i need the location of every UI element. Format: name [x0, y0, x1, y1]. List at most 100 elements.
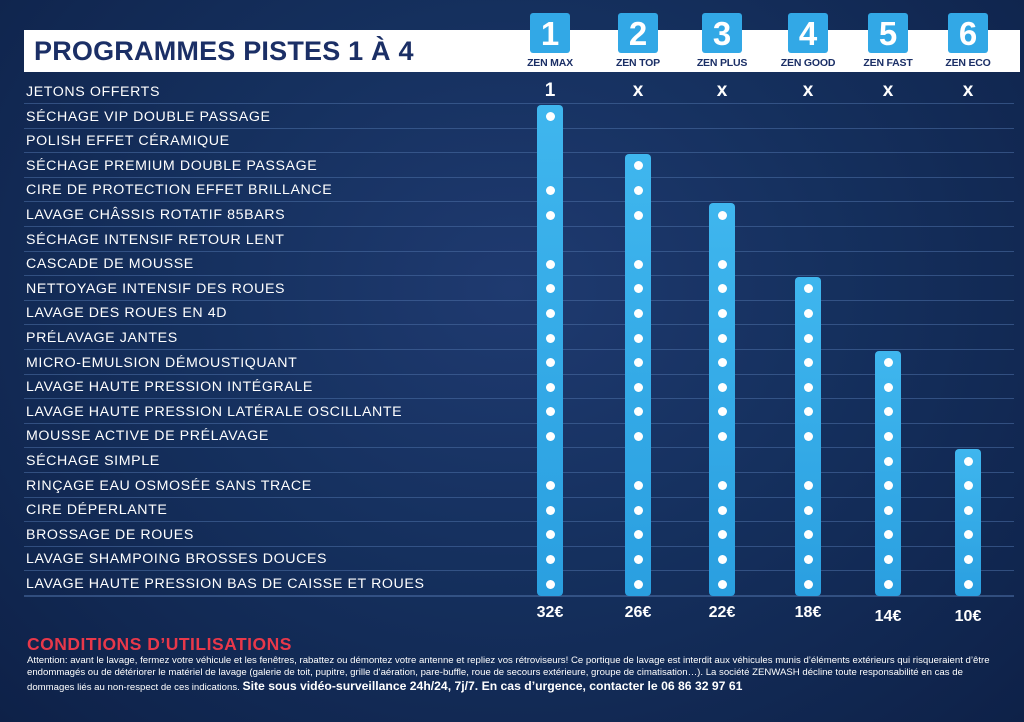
included-dot [883, 579, 893, 589]
included-dot [545, 284, 555, 294]
program-name: ZEN MAX [527, 57, 573, 69]
included-dot [803, 579, 813, 589]
service-label: CASCADE DE MOUSSE [26, 256, 194, 273]
included-dot [963, 530, 973, 540]
included-dot [803, 358, 813, 368]
token-value: x [716, 80, 728, 101]
included-dot [717, 579, 727, 589]
included-dot [803, 505, 813, 515]
service-label: BROSSAGE DE ROUES [26, 526, 194, 543]
program-price: 18€ [794, 604, 822, 621]
row-divider [24, 349, 1014, 350]
program-name: ZEN FAST [863, 57, 913, 69]
conditions-body: Attention: avant le lavage, fermez votre… [27, 655, 990, 693]
included-dot [883, 456, 893, 466]
service-label: CIRE DÉPERLANTE [26, 502, 168, 519]
included-dot [633, 382, 643, 392]
program-name: ZEN TOP [616, 57, 660, 69]
included-dot [963, 456, 973, 466]
included-dot [883, 530, 893, 540]
included-dot [633, 407, 643, 417]
program-price: 10€ [954, 608, 982, 625]
included-dot [963, 481, 973, 491]
included-dot [545, 333, 555, 343]
included-dot [545, 259, 555, 269]
included-dot [717, 554, 727, 564]
included-dot [883, 431, 893, 441]
row-divider [24, 521, 1014, 523]
service-label: CIRE DE PROTECTION EFFET BRILLANCE [26, 182, 333, 199]
included-dot [803, 407, 813, 417]
token-value: x [962, 80, 974, 101]
service-label: LAVAGE HAUTE PRESSION BAS DE CAISSE ET R… [26, 576, 425, 592]
included-dot [717, 333, 727, 343]
price-divider [24, 596, 1014, 597]
service-label: SÉCHAGE VIP DOUBLE PASSAGE [26, 108, 271, 125]
included-dot [717, 505, 727, 515]
included-dot [717, 431, 727, 441]
service-label: RINÇAGE EAU OSMOSÉE SANS TRACE [26, 477, 312, 494]
program-name: ZEN PLUS [696, 57, 748, 69]
included-dot [717, 210, 727, 220]
included-dot [803, 308, 813, 318]
row-divider [24, 103, 1014, 104]
included-dot [883, 407, 893, 417]
program-header-5: 5 ZEN FAST [848, 13, 928, 69]
row-divider [24, 176, 1014, 178]
program-price: 22€ [708, 604, 736, 621]
program-number: 4 [788, 13, 828, 53]
conditions-text: Attention: avant le lavage, fermez votre… [27, 655, 1002, 694]
program-price: 14€ [874, 608, 902, 625]
included-dot [545, 481, 555, 491]
token-value: x [632, 80, 644, 101]
included-dot [545, 308, 555, 318]
program-number: 6 [948, 13, 988, 53]
included-dot [633, 358, 643, 368]
program-number: 2 [618, 13, 658, 53]
token-value: 1 [544, 80, 556, 101]
included-dot [883, 554, 893, 564]
included-dot [545, 554, 555, 564]
row-divider [24, 275, 1014, 277]
token-value: x [882, 80, 894, 101]
program-name: ZEN GOOD [780, 57, 836, 69]
row-divider [24, 570, 1014, 572]
included-dot [633, 308, 643, 318]
program-bar-2 [625, 153, 651, 596]
included-dot [883, 481, 893, 491]
included-dot [633, 554, 643, 564]
service-label: MICRO-EMULSION DÉMOUSTIQUANT [26, 354, 298, 371]
title-bar [24, 30, 1020, 72]
included-dot [545, 407, 555, 417]
included-dot [633, 259, 643, 269]
included-dot [545, 431, 555, 441]
included-dot [545, 530, 555, 540]
included-dot [717, 530, 727, 540]
included-dot [883, 358, 893, 368]
included-dot [803, 431, 813, 441]
program-header-4: 4 ZEN GOOD [768, 13, 848, 69]
included-dot [545, 185, 555, 195]
included-dot [963, 579, 973, 589]
included-dot [633, 530, 643, 540]
service-label: SÉCHAGE INTENSIF RETOUR LENT [26, 231, 285, 248]
service-label: LAVAGE DES ROUES EN 4D [26, 305, 228, 322]
included-dot [545, 358, 555, 368]
program-number: 1 [530, 13, 570, 53]
included-dot [545, 579, 555, 589]
program-header-1: 1 ZEN MAX [510, 13, 590, 69]
row-divider [24, 373, 1014, 375]
row-divider [24, 152, 1014, 154]
service-label: LAVAGE CHÂSSIS ROTATIF 85BARS [26, 207, 286, 223]
included-dot [545, 382, 555, 392]
included-dot [717, 382, 727, 392]
included-dot [883, 505, 893, 515]
included-dot [633, 431, 643, 441]
included-dot [803, 481, 813, 491]
included-dot [717, 259, 727, 269]
row-divider [24, 299, 1014, 301]
included-dot [545, 210, 555, 220]
included-dot [633, 161, 643, 171]
program-header-6: 6 ZEN ECO [928, 13, 1008, 69]
row-divider [24, 595, 1014, 596]
